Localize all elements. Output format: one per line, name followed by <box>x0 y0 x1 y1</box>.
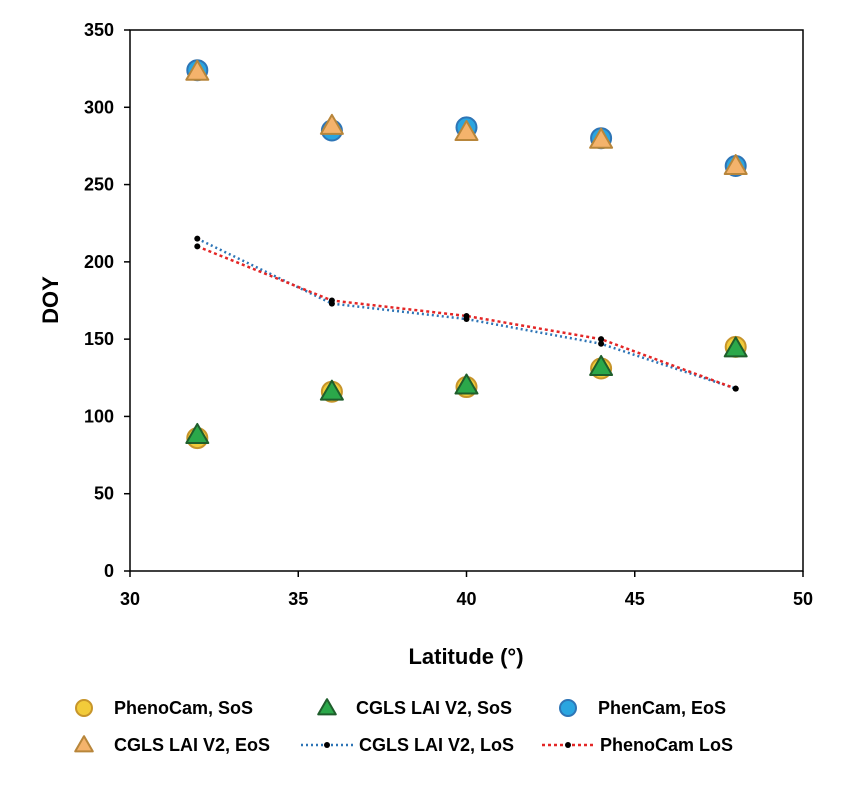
legend-label: CGLS LAI V2, SoS <box>356 698 512 718</box>
data-point <box>723 336 748 358</box>
x-axis-title: Latitude (°) <box>408 644 523 669</box>
x-tick-label: 40 <box>456 589 476 609</box>
data-point <box>319 113 344 135</box>
legend-label: PhenoCam LoS <box>600 735 733 755</box>
data-point <box>589 127 614 149</box>
y-axis-ticks: 0 50 100 150 200 250 300 350 <box>84 20 130 581</box>
y-axis-title: DOY <box>38 276 63 324</box>
series-lines <box>196 237 737 390</box>
data-point <box>185 422 210 444</box>
x-tick-label: 35 <box>288 589 308 609</box>
y-tick-label: 0 <box>104 561 114 581</box>
y-tick-label: 250 <box>84 175 114 195</box>
data-point <box>185 59 210 81</box>
y-tick-label: 100 <box>84 406 114 426</box>
legend-label: CGLS LAI V2, LoS <box>359 735 514 755</box>
x-tick-label: 45 <box>625 589 645 609</box>
x-tick-label: 50 <box>793 589 813 609</box>
data-point <box>598 336 605 343</box>
data-point <box>559 699 577 717</box>
data-point <box>463 312 470 319</box>
y-tick-label: 350 <box>84 20 114 40</box>
legend: PhenoCam, SoS CGLS LAI V2, SoS PhenCam, Eo… <box>74 698 733 755</box>
data-point <box>194 235 201 242</box>
y-tick-label: 200 <box>84 252 114 272</box>
data-point <box>74 735 94 753</box>
legend-marker <box>565 742 571 748</box>
data-point <box>194 243 201 250</box>
legend-marker <box>324 742 330 748</box>
data-point <box>319 379 344 401</box>
x-tick-label: 30 <box>120 589 140 609</box>
y-tick-label: 50 <box>94 484 114 504</box>
y-tick-label: 150 <box>84 329 114 349</box>
data-point <box>589 354 614 376</box>
legend-label: CGLS LAI V2, EoS <box>114 735 270 755</box>
data-point <box>317 698 337 716</box>
data-point <box>732 385 739 392</box>
data-point <box>75 699 93 717</box>
data-point <box>454 373 479 395</box>
data-point <box>328 297 335 304</box>
series-points <box>185 59 748 450</box>
x-axis-ticks: 30 35 40 45 50 <box>120 571 813 609</box>
data-point <box>598 340 605 347</box>
data-point <box>454 119 479 141</box>
y-tick-label: 300 <box>84 97 114 117</box>
legend-label: PhenCam, EoS <box>598 698 726 718</box>
series-line <box>196 245 737 390</box>
plot-area <box>129 29 804 572</box>
data-point <box>723 154 748 176</box>
legend-label: PhenoCam, SoS <box>114 698 253 718</box>
